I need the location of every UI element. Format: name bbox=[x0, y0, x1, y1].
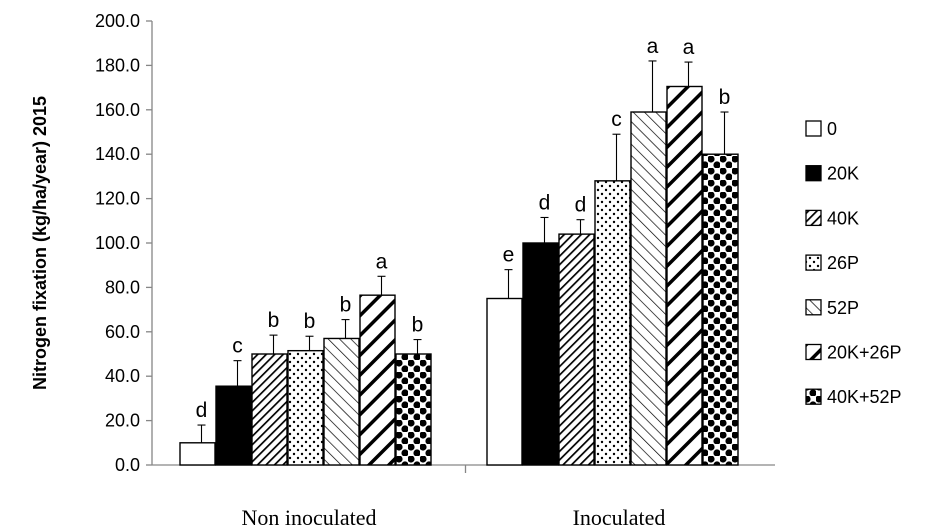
bar-20K-0 bbox=[215, 385, 252, 466]
legend-swatch-20K bbox=[805, 165, 822, 182]
bar-26P-0 bbox=[287, 349, 324, 466]
significance-letter: d bbox=[575, 194, 587, 217]
legend-label-40K: 40K bbox=[827, 208, 859, 228]
bar-52P-1 bbox=[630, 111, 667, 466]
legend-swatch-20K+26P bbox=[805, 343, 822, 361]
bar-20K+26P-0 bbox=[359, 294, 396, 466]
legend-swatch-40K+52P bbox=[805, 388, 822, 405]
significance-letters: d c b b b a b e d d c a a b bbox=[196, 35, 731, 422]
significance-letter: b bbox=[268, 309, 280, 332]
significance-letter: e bbox=[503, 244, 515, 267]
bar-20K+26P-1 bbox=[666, 85, 703, 466]
significance-letter: a bbox=[683, 36, 695, 59]
legend-swatch-26P bbox=[805, 254, 822, 271]
significance-letter: a bbox=[647, 35, 659, 58]
bar-series bbox=[179, 85, 739, 466]
bar-40K+52P-1 bbox=[702, 153, 739, 466]
legend-swatch-40K bbox=[805, 209, 822, 227]
y-tick-label: 20.0 bbox=[105, 411, 140, 431]
category-labels: Non inoculated Inoculated bbox=[241, 505, 665, 527]
significance-letter: c bbox=[232, 335, 243, 358]
y-tick-label: 120.0 bbox=[95, 189, 140, 209]
bar-0-0 bbox=[179, 442, 216, 466]
y-tick-label: 200.0 bbox=[95, 11, 140, 31]
y-tick-label: 80.0 bbox=[105, 277, 140, 297]
legend-swatch-0 bbox=[805, 120, 822, 137]
y-axis-label: Nitrogen fixation (kg/ha/year) 2015 bbox=[30, 96, 50, 390]
legend-label-20K+26P: 20K+26P bbox=[827, 343, 902, 363]
legend-label-0: 0 bbox=[827, 119, 837, 139]
category-label-1: Inoculated bbox=[573, 505, 666, 527]
y-tick-labels: 0.0 20.0 40.0 60.0 80.0 100.0 120.0 140.0 160.0 1… bbox=[95, 11, 152, 475]
y-tick-label: 40.0 bbox=[105, 366, 140, 386]
significance-letter: a bbox=[376, 250, 388, 273]
bar-26P-1 bbox=[594, 180, 631, 466]
legend-label-26P: 26P bbox=[827, 253, 859, 273]
legend-swatch-52P bbox=[805, 299, 822, 316]
bar-20K-1 bbox=[522, 242, 559, 466]
y-tick-label: 160.0 bbox=[95, 100, 140, 120]
y-tick-label: 0.0 bbox=[115, 455, 140, 475]
bar-40K+52P-0 bbox=[395, 353, 432, 466]
significance-letter: b bbox=[719, 86, 731, 109]
bar-40K-0 bbox=[251, 353, 288, 466]
bar-0-1 bbox=[486, 297, 523, 466]
y-tick-label: 180.0 bbox=[95, 55, 140, 75]
y-tick-label: 100.0 bbox=[95, 233, 140, 253]
legend-label-20K: 20K bbox=[827, 164, 859, 184]
y-tick-label: 140.0 bbox=[95, 144, 140, 164]
significance-letter: d bbox=[196, 399, 208, 422]
legend-label-40K+52P: 40K+52P bbox=[827, 387, 902, 407]
significance-letter: b bbox=[304, 310, 316, 333]
bar-40K-1 bbox=[558, 233, 595, 466]
significance-letter: b bbox=[340, 294, 352, 317]
category-label-0: Non inoculated bbox=[241, 505, 376, 527]
y-tick-label: 60.0 bbox=[105, 322, 140, 342]
error-bars bbox=[197, 60, 729, 443]
legend: 0 20K 40K 26P 52P 20K+26P 40K+52P bbox=[805, 119, 902, 407]
bar-52P-0 bbox=[323, 337, 360, 466]
significance-letter: d bbox=[539, 191, 551, 214]
legend-label-52P: 52P bbox=[827, 298, 859, 318]
significance-letter: b bbox=[412, 314, 424, 337]
significance-letter: c bbox=[611, 108, 622, 131]
